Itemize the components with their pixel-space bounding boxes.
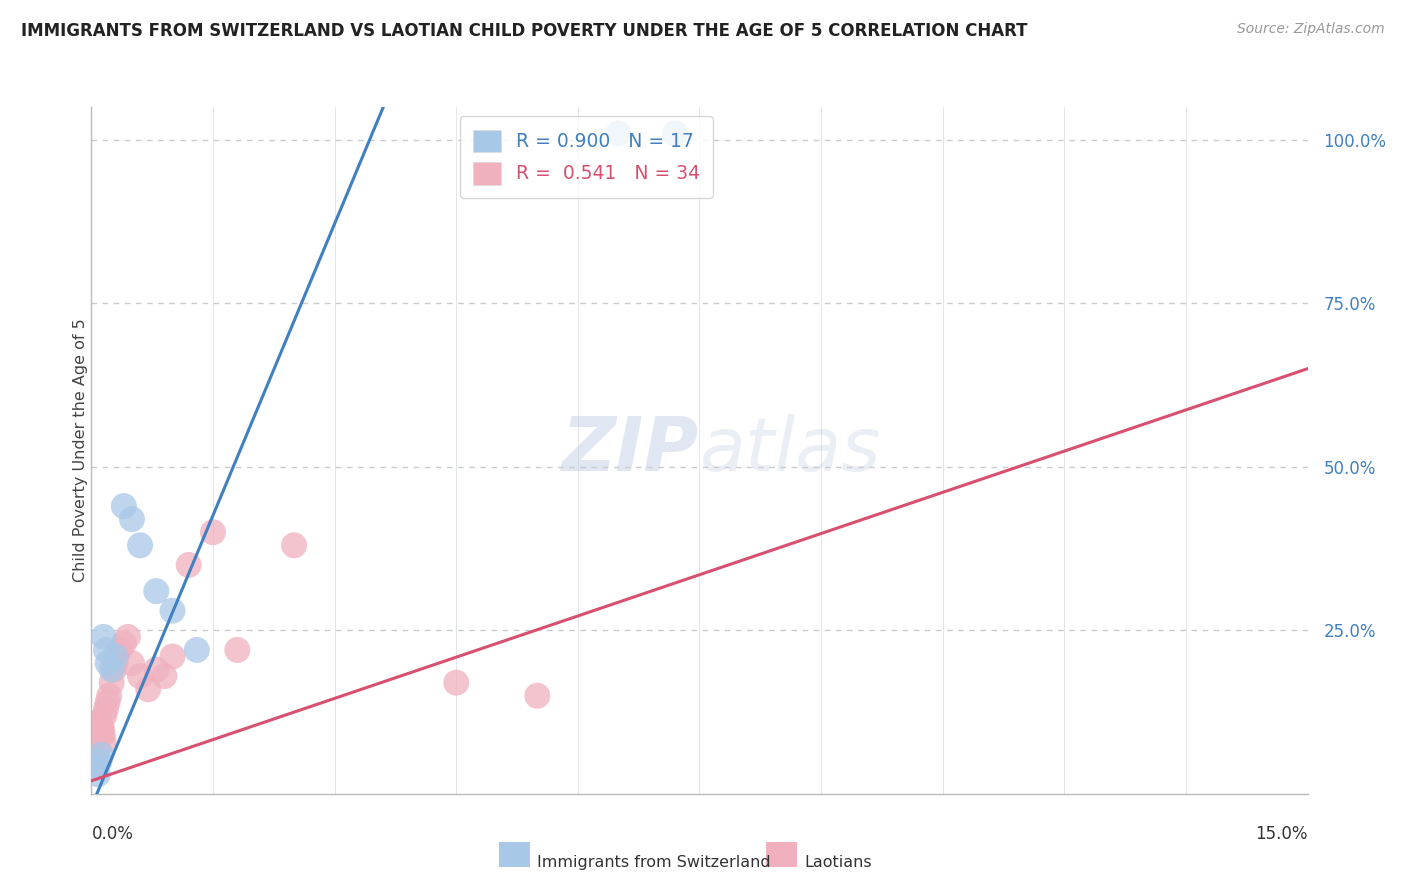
Point <box>87 728 110 742</box>
Point <box>103 663 125 677</box>
Point <box>100 663 122 677</box>
Point <box>90 747 112 762</box>
Text: Immigrants from Switzerland: Immigrants from Switzerland <box>537 855 770 870</box>
Point <box>91 728 114 742</box>
Point <box>153 669 176 683</box>
Point <box>162 604 184 618</box>
Point <box>93 708 115 723</box>
Point <box>145 663 167 677</box>
Point <box>129 538 152 552</box>
Point <box>84 747 107 762</box>
Legend: R = 0.900   N = 17, R =  0.541   N = 34: R = 0.900 N = 17, R = 0.541 N = 34 <box>460 117 713 198</box>
Point <box>283 538 305 552</box>
Point <box>526 689 548 703</box>
Point <box>84 761 107 775</box>
Point <box>94 643 117 657</box>
Point <box>162 649 184 664</box>
Point <box>87 722 110 736</box>
Point <box>112 636 135 650</box>
Point <box>100 675 122 690</box>
Point <box>226 643 249 657</box>
Point <box>83 754 105 768</box>
Y-axis label: Child Poverty Under the Age of 5: Child Poverty Under the Age of 5 <box>73 318 87 582</box>
Point <box>97 695 120 709</box>
Text: 15.0%: 15.0% <box>1256 825 1308 843</box>
Point <box>444 675 467 690</box>
Text: 0.0%: 0.0% <box>91 825 134 843</box>
Point <box>89 728 111 742</box>
Point <box>89 714 111 729</box>
Point <box>121 512 143 526</box>
Text: ZIP: ZIP <box>562 414 699 487</box>
Point <box>664 126 686 140</box>
Point <box>117 630 139 644</box>
Point <box>108 643 131 657</box>
Point <box>145 584 167 599</box>
Point <box>121 656 143 670</box>
Point <box>177 558 200 572</box>
Point <box>93 734 115 748</box>
Point <box>97 656 120 670</box>
Text: Source: ZipAtlas.com: Source: ZipAtlas.com <box>1237 22 1385 37</box>
Point <box>93 630 115 644</box>
Point <box>186 643 208 657</box>
Text: atlas: atlas <box>699 415 882 486</box>
Point <box>129 669 152 683</box>
Point <box>87 767 110 781</box>
Point <box>202 525 225 540</box>
Point <box>136 682 159 697</box>
Point <box>98 689 121 703</box>
Point <box>94 702 117 716</box>
Point <box>104 649 127 664</box>
Point <box>84 761 107 775</box>
Text: IMMIGRANTS FROM SWITZERLAND VS LAOTIAN CHILD POVERTY UNDER THE AGE OF 5 CORRELAT: IMMIGRANTS FROM SWITZERLAND VS LAOTIAN C… <box>21 22 1028 40</box>
Text: Laotians: Laotians <box>804 855 872 870</box>
Point <box>89 754 111 768</box>
Point <box>90 722 112 736</box>
Point <box>112 499 135 513</box>
Point <box>86 741 108 756</box>
Point <box>104 656 127 670</box>
Point <box>607 126 630 140</box>
Point <box>90 722 112 736</box>
